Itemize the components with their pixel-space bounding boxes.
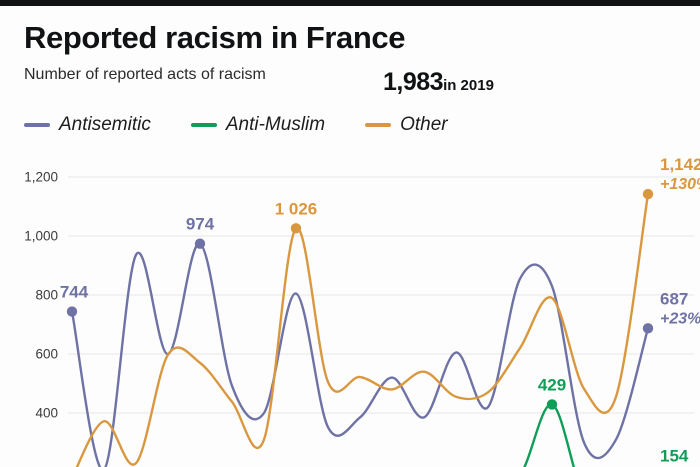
series-line-antisemitic <box>70 242 650 467</box>
data-point-marker <box>546 399 558 410</box>
data-label-value: 744 <box>60 283 89 302</box>
page-title: Reported racism in France <box>24 20 406 55</box>
data-label-value: 154 <box>660 447 689 466</box>
legend-item-anti-muslim[interactable]: Anti-Muslim <box>190 114 326 136</box>
data-label-change: +130% <box>660 176 700 193</box>
data-label-value: 687 <box>660 289 688 308</box>
data-point-marker <box>66 306 78 317</box>
chart-legend: Antisemitic Anti-Muslim Other <box>24 114 488 136</box>
y-axis-tick-label: 800 <box>35 288 58 303</box>
legend-swatch-antisemitic <box>24 123 50 127</box>
data-point-marker <box>642 188 654 200</box>
legend-label-other: Other <box>400 114 448 135</box>
legend-swatch-anti-muslim <box>190 123 217 127</box>
data-point-marker <box>290 223 302 234</box>
headline-suffix: in 2019 <box>443 77 494 94</box>
gridlines <box>68 176 694 414</box>
legend-item-other[interactable]: Other <box>365 114 448 136</box>
top-accent-bar <box>0 0 700 6</box>
y-axis-tick-label: 400 <box>35 406 58 421</box>
y-axis-tick-label: 200 <box>35 465 58 467</box>
y-axis-tick-label: 1,000 <box>24 229 58 244</box>
data-point-marker <box>194 238 206 249</box>
y-axis-tick-label: 600 <box>35 347 58 362</box>
headline-value: 1,983 <box>383 68 444 96</box>
chart-svg: 1,200 1,000 800 600 400 200 744 974 687 +23% 1 02… <box>24 155 700 467</box>
legend-label-anti-muslim: Anti-Muslim <box>225 114 326 135</box>
page-subtitle: Number of reported acts of racism <box>24 66 266 83</box>
line-chart: 1,200 1,000 800 600 400 200 744 974 687 +23% 1 02… <box>0 6 700 467</box>
data-label-value: 1 026 <box>275 199 318 218</box>
data-label-value: 974 <box>186 215 215 234</box>
legend-item-antisemitic[interactable]: Antisemitic <box>24 114 151 136</box>
y-axis-tick-label: 1,200 <box>24 170 58 185</box>
legend-swatch-other <box>365 123 392 127</box>
data-label-value: 1,142 <box>660 155 700 174</box>
data-point-markers <box>66 188 654 410</box>
series-lines <box>70 192 650 467</box>
series-line-anti-muslim <box>523 403 576 467</box>
data-label-change: +23% <box>660 310 700 327</box>
data-point-marker <box>642 323 654 334</box>
infographic-page: Reported racism in France Number of repo… <box>0 6 700 467</box>
data-label-value: 429 <box>538 375 566 394</box>
headline-stat: 1,983in 2019 <box>383 68 494 97</box>
legend-label-antisemitic: Antisemitic <box>59 114 151 135</box>
series-line-other <box>75 192 650 467</box>
y-axis-labels: 1,200 1,000 800 600 400 200 <box>24 170 58 467</box>
